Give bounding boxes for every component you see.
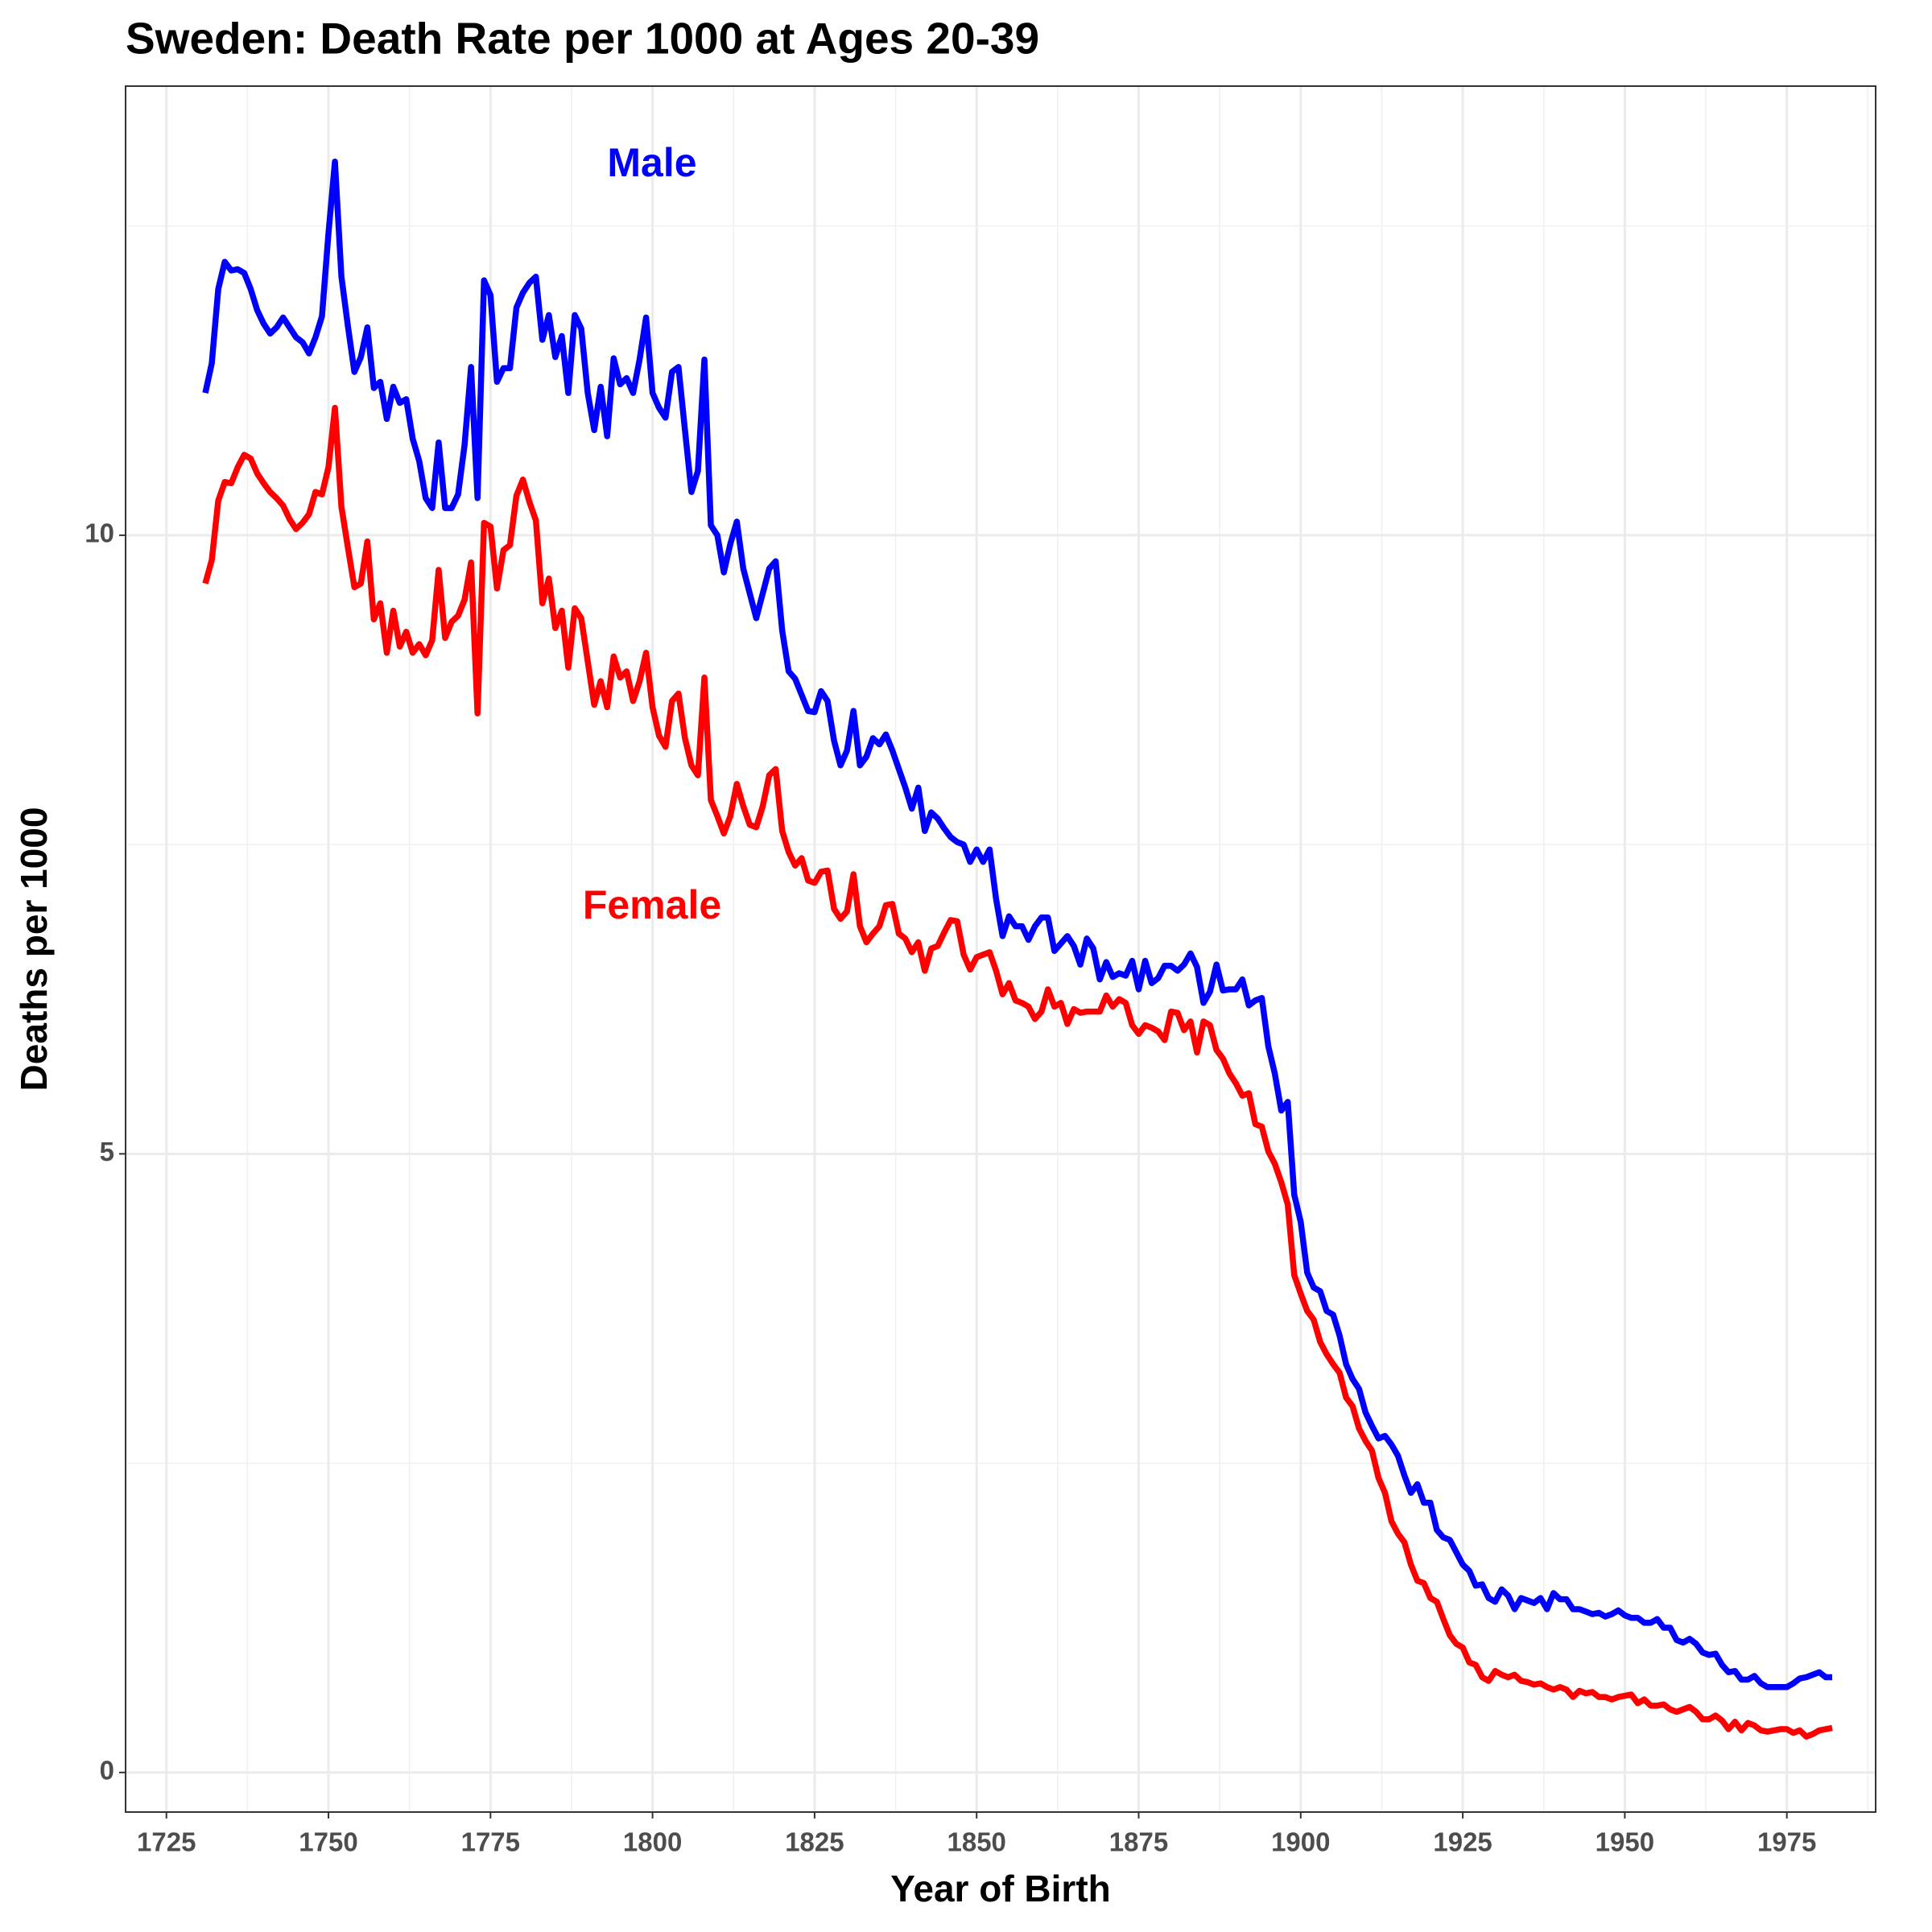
x-tick-label: 1775	[461, 1827, 520, 1857]
chart-title: Sweden: Death Rate per 1000 at Ages 20-3…	[126, 14, 1039, 64]
x-tick-label: 1850	[947, 1827, 1005, 1857]
line-series	[202, 159, 1833, 1690]
y-tick-label: 0	[100, 1756, 114, 1785]
y-tick-label: 5	[100, 1137, 114, 1166]
x-axis-title: Year of Birth	[890, 1868, 1111, 1909]
x-tick-label: 1925	[1433, 1827, 1492, 1857]
line-series	[202, 404, 1833, 1740]
panel-border	[125, 85, 1876, 1813]
y-axis-title: Deaths per 1000	[13, 807, 55, 1092]
x-tick-label: 1950	[1596, 1827, 1654, 1857]
x-tick-label: 1800	[623, 1827, 682, 1857]
y-tick-label: 10	[85, 518, 114, 548]
series-label: Male	[607, 140, 696, 185]
x-tick-label: 1875	[1109, 1827, 1168, 1857]
x-tick-label: 1825	[785, 1827, 844, 1857]
x-tick-label: 1900	[1271, 1827, 1330, 1857]
x-tick-label: 1975	[1757, 1827, 1816, 1857]
series-label: Female	[583, 882, 721, 927]
x-tick-label: 1750	[299, 1827, 357, 1857]
x-tick-label: 1725	[137, 1827, 196, 1857]
